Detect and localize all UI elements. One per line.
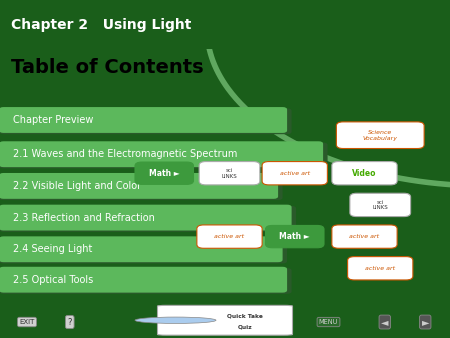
- FancyBboxPatch shape: [332, 162, 397, 185]
- Text: EXIT: EXIT: [19, 319, 35, 325]
- FancyBboxPatch shape: [0, 173, 278, 199]
- FancyBboxPatch shape: [350, 193, 410, 217]
- Text: sci
LINKS: sci LINKS: [373, 199, 388, 210]
- FancyBboxPatch shape: [0, 206, 296, 232]
- Text: MENU: MENU: [319, 319, 338, 325]
- FancyBboxPatch shape: [0, 236, 283, 262]
- Text: 2.5 Optical Tools: 2.5 Optical Tools: [13, 275, 93, 285]
- FancyBboxPatch shape: [199, 162, 260, 185]
- Circle shape: [135, 317, 216, 323]
- Text: 2.1 Waves and the Electromagnetic Spectrum: 2.1 Waves and the Electromagnetic Spectr…: [13, 149, 237, 159]
- Text: Table of Contents: Table of Contents: [11, 58, 204, 77]
- FancyBboxPatch shape: [0, 204, 292, 231]
- FancyBboxPatch shape: [158, 305, 292, 335]
- FancyBboxPatch shape: [266, 225, 324, 248]
- FancyBboxPatch shape: [0, 108, 292, 134]
- FancyBboxPatch shape: [0, 238, 287, 264]
- FancyBboxPatch shape: [332, 225, 397, 248]
- Text: sci
LINKS: sci LINKS: [221, 168, 238, 178]
- Text: ◄: ◄: [381, 317, 388, 327]
- Text: 2.3 Reflection and Refraction: 2.3 Reflection and Refraction: [13, 213, 154, 223]
- Text: active art: active art: [280, 171, 310, 176]
- Text: Chapter Preview: Chapter Preview: [13, 115, 93, 125]
- Text: Chapter 2   Using Light: Chapter 2 Using Light: [11, 19, 192, 32]
- FancyBboxPatch shape: [135, 162, 194, 185]
- FancyBboxPatch shape: [0, 143, 328, 168]
- FancyBboxPatch shape: [347, 257, 413, 280]
- Text: Quick Take: Quick Take: [227, 314, 263, 318]
- Text: 2.2 Visible Light and Color: 2.2 Visible Light and Color: [13, 181, 141, 191]
- FancyBboxPatch shape: [0, 174, 283, 200]
- Text: Video: Video: [352, 169, 377, 178]
- Text: Math ►: Math ►: [149, 169, 180, 178]
- FancyBboxPatch shape: [0, 141, 323, 167]
- Text: ►: ►: [422, 317, 429, 327]
- FancyBboxPatch shape: [0, 107, 287, 133]
- Text: ?: ?: [68, 317, 72, 327]
- FancyBboxPatch shape: [0, 268, 292, 294]
- Text: active art: active art: [365, 266, 395, 271]
- Text: active art: active art: [350, 234, 379, 239]
- Text: Math ►: Math ►: [279, 232, 310, 241]
- Text: Quiz: Quiz: [238, 324, 252, 329]
- FancyBboxPatch shape: [197, 225, 262, 248]
- FancyBboxPatch shape: [337, 122, 424, 148]
- FancyBboxPatch shape: [0, 267, 287, 293]
- Text: 2.4 Seeing Light: 2.4 Seeing Light: [13, 244, 92, 254]
- FancyBboxPatch shape: [262, 162, 328, 185]
- Text: Science
Vocabulary: Science Vocabulary: [363, 130, 398, 141]
- Text: active art: active art: [215, 234, 244, 239]
